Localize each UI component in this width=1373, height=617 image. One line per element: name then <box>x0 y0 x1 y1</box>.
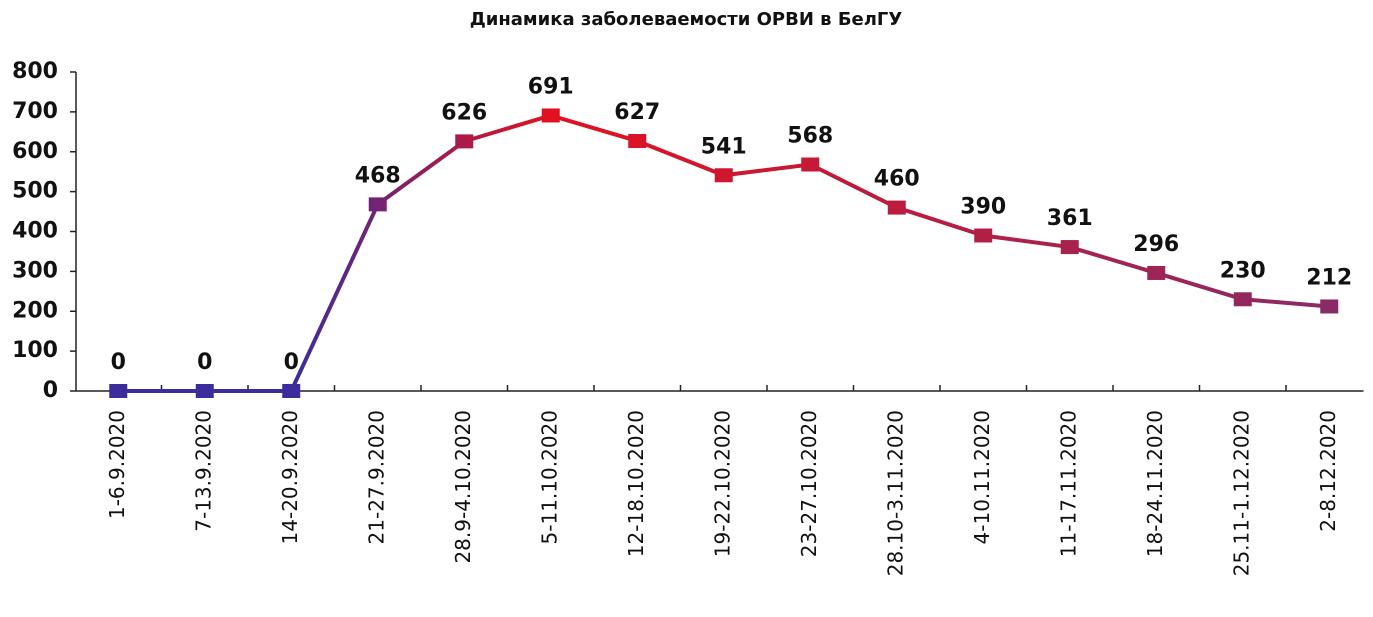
data-label: 0 <box>197 350 212 375</box>
x-tick-label: 28.9-4.10.2020 <box>451 410 475 564</box>
marker <box>1233 292 1252 307</box>
y-tick-label: 400 <box>12 219 58 244</box>
marker <box>541 108 560 123</box>
marker <box>455 134 474 149</box>
marker <box>974 228 993 243</box>
x-tick-label: 7-13.9.2020 <box>191 410 215 532</box>
data-label: 627 <box>614 100 660 125</box>
data-label: 361 <box>1047 206 1093 231</box>
x-tick-label: 19-22.10.2020 <box>710 410 734 557</box>
data-label: 626 <box>441 100 487 125</box>
x-tick-label: 23-27.10.2020 <box>797 410 821 557</box>
y-tick-label: 600 <box>12 139 58 164</box>
data-label: 296 <box>1133 232 1179 257</box>
marker <box>714 168 733 183</box>
y-tick-label: 800 <box>12 59 58 84</box>
marker <box>1147 265 1166 280</box>
marker <box>801 157 820 172</box>
marker <box>368 197 387 212</box>
x-tick-label: 4-10.11.2020 <box>970 410 994 544</box>
data-label: 460 <box>874 167 920 192</box>
x-tick-label: 11-17.11.2020 <box>1056 410 1080 557</box>
marker <box>195 384 214 398</box>
data-label: 212 <box>1306 265 1352 290</box>
marker <box>282 384 301 398</box>
x-tick-label: 12-18.10.2020 <box>624 410 648 557</box>
y-tick-label: 200 <box>12 298 58 323</box>
data-label: 0 <box>111 350 126 375</box>
y-tick-label: 500 <box>12 179 58 204</box>
data-label: 468 <box>355 163 401 188</box>
data-label: 541 <box>701 134 747 159</box>
y-tick-label: 700 <box>12 99 58 124</box>
data-label: 691 <box>528 74 574 99</box>
data-label: 390 <box>960 194 1006 219</box>
data-label: 568 <box>787 124 833 149</box>
x-tick-label: 25.11-1.12.2020 <box>1229 410 1253 576</box>
x-tick-label: 2-8.12.2020 <box>1316 410 1340 532</box>
x-tick-label: 14-20.9.2020 <box>278 410 302 544</box>
data-label: 230 <box>1220 258 1266 283</box>
marker <box>887 200 906 215</box>
y-tick-label: 100 <box>12 338 58 363</box>
marker <box>1320 299 1339 314</box>
x-tick-label: 21-27.9.2020 <box>364 410 388 544</box>
chart-title: Динамика заболеваемости ОРВИ в БелГУ <box>470 9 903 30</box>
marker <box>109 384 128 398</box>
data-label: 0 <box>284 350 299 375</box>
x-tick-label: 1-6.9.2020 <box>105 410 129 519</box>
marker <box>628 133 647 148</box>
x-tick-label: 5-11.10.2020 <box>537 410 561 544</box>
marker <box>1060 240 1079 255</box>
x-tick-label: 28.10-3.11.2020 <box>883 410 907 576</box>
y-tick-label: 0 <box>43 378 58 403</box>
y-tick-label: 300 <box>12 258 58 283</box>
x-tick-label: 18-24.11.2020 <box>1143 410 1167 557</box>
